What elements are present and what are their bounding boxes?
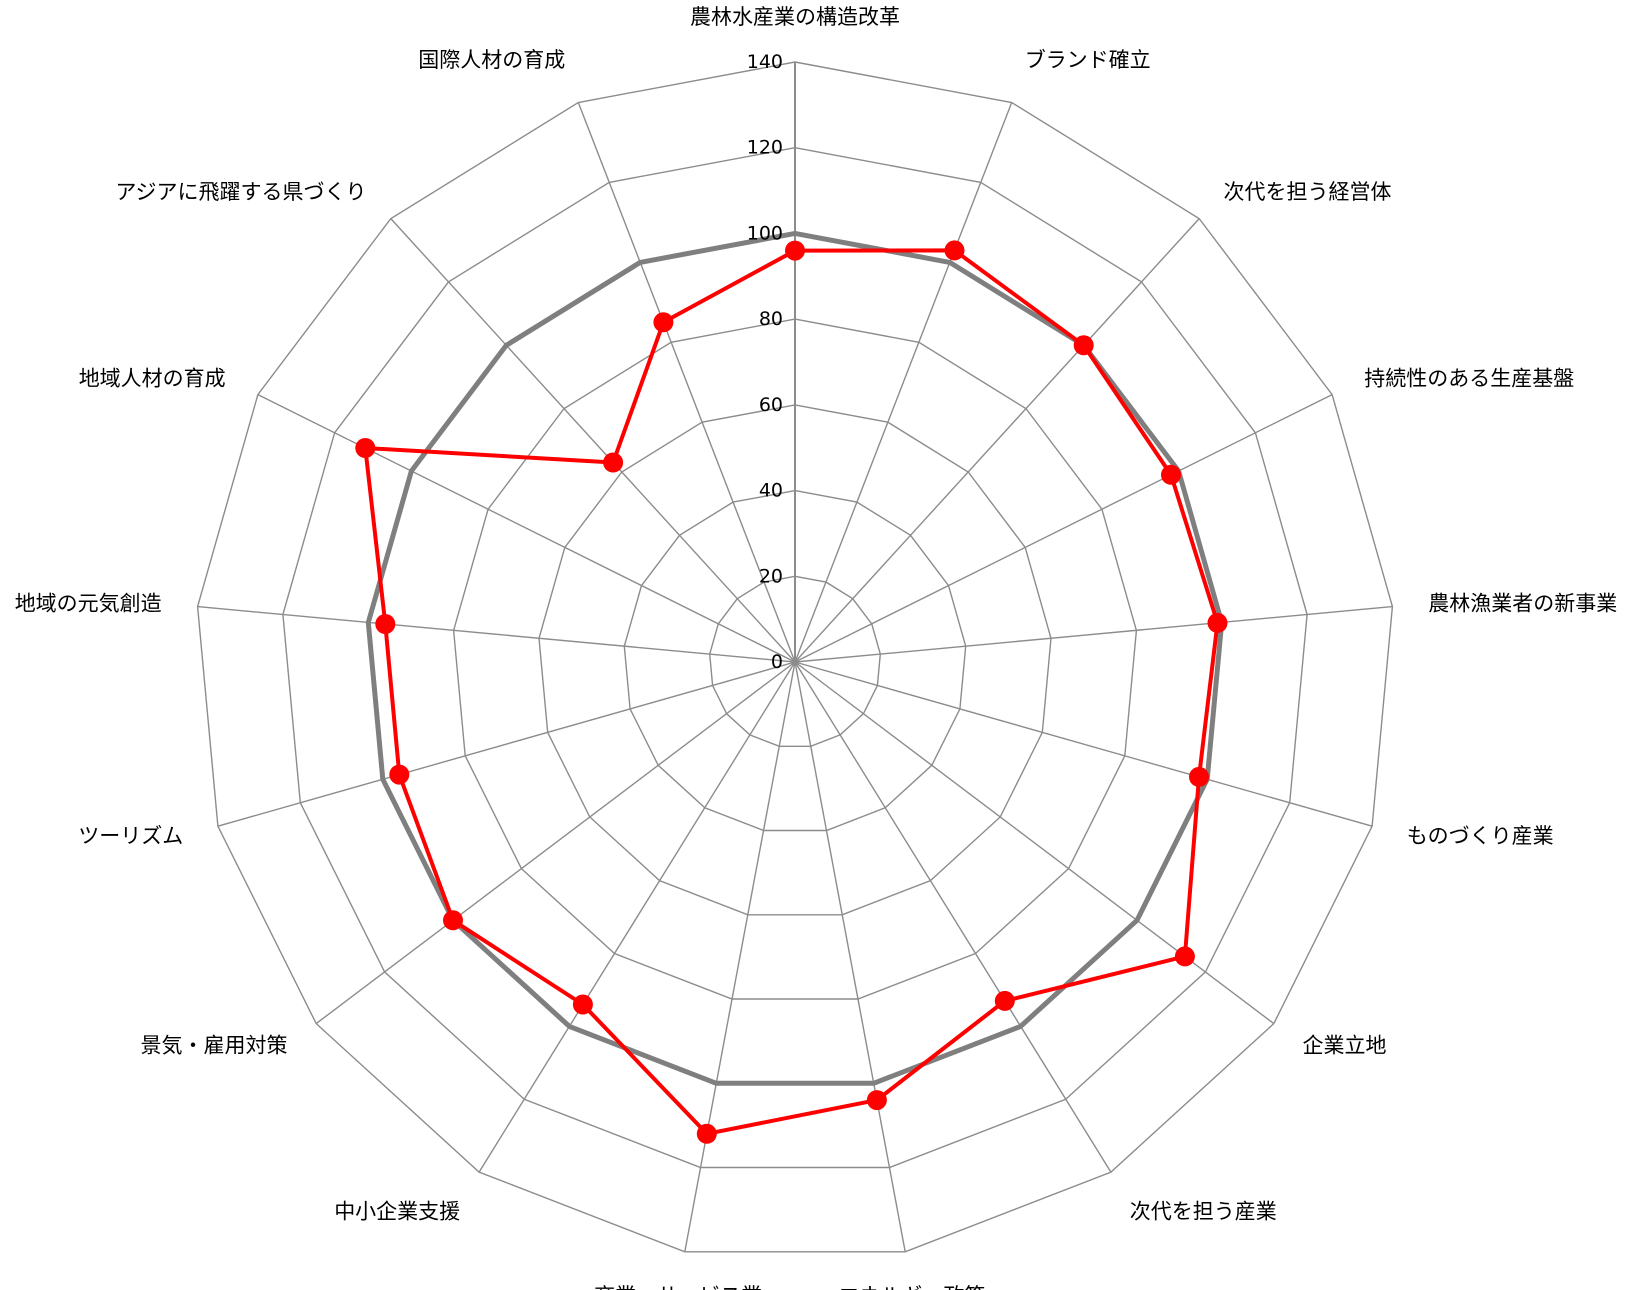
- series-point: [696, 1123, 717, 1144]
- grid-ring: [196, 61, 1394, 1253]
- grid-ring: [708, 575, 882, 747]
- series-point: [375, 614, 396, 634]
- category-label: 次代を担う経営体: [1224, 180, 1392, 204]
- series-point: [355, 438, 376, 458]
- category-label: 地域人材の育成: [79, 367, 226, 391]
- series-point: [785, 240, 805, 261]
- series-line-2: [363, 248, 1220, 1136]
- grid-spoke: [794, 661, 1275, 1025]
- grid-spoke: [794, 661, 1112, 1173]
- category-label: 持続性のある生産基盤: [1364, 367, 1574, 391]
- category-label: 農林水産業の構造改革: [690, 5, 900, 29]
- radar-series-layer: [355, 230, 1228, 1144]
- grid-ring: [538, 404, 1052, 916]
- series-point: [866, 1090, 887, 1111]
- category-label: ツーリズム: [78, 824, 183, 848]
- grid-spoke: [217, 661, 796, 827]
- grid-spoke: [478, 661, 796, 1173]
- category-label: ものづくり産業: [1407, 824, 1554, 848]
- tick-label: 60: [759, 394, 783, 416]
- grid-spoke: [577, 102, 796, 663]
- category-label: エネルギー政策: [838, 1284, 985, 1290]
- series-point: [603, 452, 624, 473]
- grid-spoke: [794, 661, 1373, 827]
- grid-spoke: [390, 218, 796, 663]
- series-point: [1189, 766, 1209, 787]
- series-point: [1161, 464, 1181, 485]
- tick-label: 140: [747, 51, 783, 73]
- category-label: ブランド確立: [1025, 48, 1151, 72]
- grid-ring: [282, 146, 1308, 1169]
- grid-ring: [452, 318, 1138, 1000]
- series-point: [653, 312, 674, 333]
- category-label: 国際人材の育成: [418, 48, 565, 72]
- series-point: [572, 994, 593, 1015]
- category-label: 地域の元気創造: [15, 591, 162, 615]
- series-point: [994, 990, 1015, 1011]
- grid-spoke: [197, 605, 796, 663]
- category-label: 次代を担う産業: [1130, 1200, 1277, 1224]
- tick-label: 40: [759, 480, 783, 502]
- series-point: [1207, 612, 1228, 633]
- category-label: 景気・雇用対策: [141, 1033, 288, 1057]
- radial-tick-labels: 0 20 40 60 80 100 120 140: [747, 51, 783, 673]
- tick-label: 120: [747, 137, 783, 159]
- grid-spoke: [794, 661, 906, 1252]
- series-point: [944, 240, 965, 261]
- tick-label: 0: [771, 651, 783, 673]
- category-labels: 農林水産業の構造改革ブランド確立次代を担う経営体持続性のある生産基盤農林漁業者の…: [15, 5, 1618, 1290]
- grid-spoke: [794, 102, 1013, 663]
- grid-spoke: [684, 661, 796, 1252]
- series-point: [1073, 335, 1094, 356]
- category-label: 商業・サービス業: [594, 1284, 762, 1290]
- grid-spoke: [794, 605, 1393, 663]
- radar-grid: [196, 61, 1394, 1253]
- grid-spoke: [315, 661, 796, 1025]
- series-point: [389, 764, 410, 785]
- tick-label: 80: [759, 308, 783, 330]
- category-label: アジアに飛躍する県づくり: [115, 180, 366, 204]
- grid-spoke: [794, 218, 1200, 663]
- category-label: 農林漁業者の新事業: [1428, 591, 1617, 615]
- grid-spoke: [257, 393, 796, 663]
- series-point: [443, 910, 463, 931]
- series-point: [1174, 946, 1195, 967]
- grid-spoke: [794, 393, 1333, 663]
- category-label: 中小企業支援: [334, 1200, 460, 1224]
- category-label: 企業立地: [1303, 1033, 1387, 1057]
- tick-label: 100: [747, 222, 783, 244]
- grid-ring: [623, 489, 967, 832]
- tick-label: 20: [759, 565, 783, 587]
